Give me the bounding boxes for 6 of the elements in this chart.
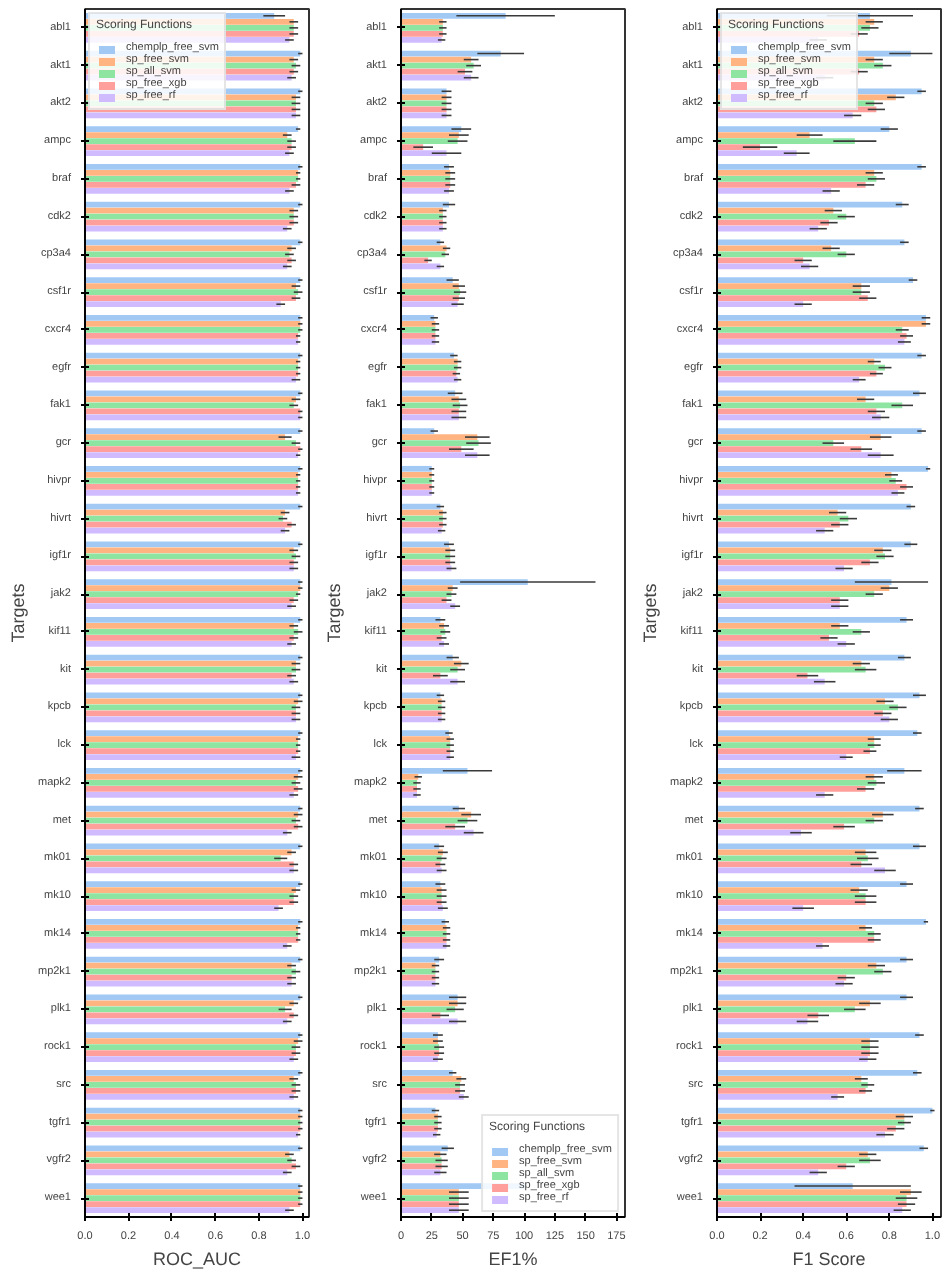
y-axis-title: Targets (639, 582, 660, 643)
x-axis-title: EF1% (488, 1249, 538, 1269)
x-axis-title: F1 Score (792, 1249, 866, 1269)
x-axis-title: ROC_AUC (152, 1249, 243, 1269)
y-axis-title: Targets (7, 582, 28, 643)
y-axis-title: Targets (323, 582, 344, 643)
